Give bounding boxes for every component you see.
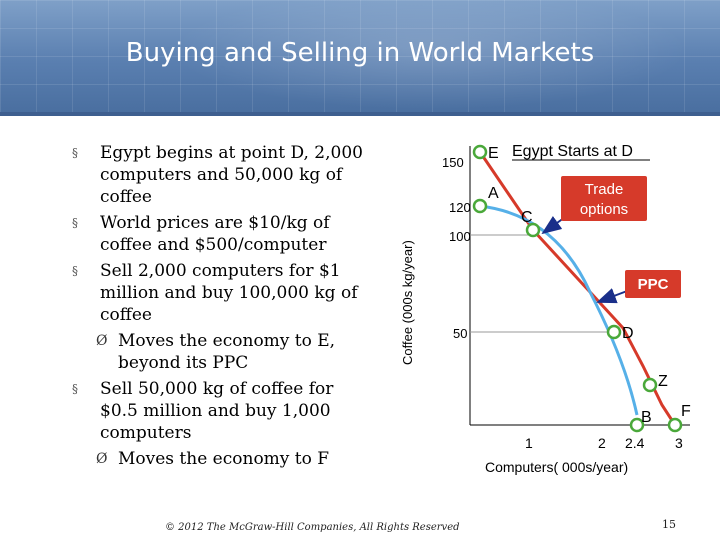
point-a-label: A — [488, 185, 499, 202]
x-tick-label: 3 — [675, 435, 683, 451]
bullet-marker: § — [72, 216, 78, 230]
bullet-item: § World prices are $10/kg of coffee and $… — [66, 212, 376, 256]
y-axis-label: Coffee (000s kg/year) — [400, 240, 415, 365]
point-b-marker — [629, 417, 645, 433]
y-tick-label: 150 — [442, 155, 464, 170]
ppc-label-box — [625, 270, 681, 298]
sub-bullet-item: Ø Moves the economy to F — [66, 448, 376, 470]
trade-options-box — [561, 176, 647, 221]
sub-bullet-text: Moves the economy to E, beyond its PPC — [118, 331, 336, 373]
sub-bullet-marker: Ø — [96, 333, 108, 349]
y-tick-label: 100 — [449, 229, 471, 244]
bullet-item: § Egypt begins at point D, 2,000 computer… — [66, 142, 376, 208]
point-b-label: B — [641, 409, 652, 426]
bullet-item: § Sell 50,000 kg of coffee for $0.5 milli… — [66, 378, 376, 444]
bullet-item: § Sell 2,000 computers for $1 million and… — [66, 260, 376, 326]
point-c-label: C — [521, 209, 533, 226]
point-z-marker — [642, 377, 658, 393]
page-number: 15 — [662, 518, 676, 531]
point-d-label: D — [622, 325, 634, 342]
diagram-heading: Egypt Starts at D — [512, 143, 633, 160]
point-z-label: Z — [658, 373, 668, 390]
header-divider — [0, 112, 720, 116]
y-tick-label: 120 — [449, 200, 471, 215]
bullet-marker: § — [72, 146, 78, 160]
point-f-marker — [667, 417, 683, 433]
y-tick-label: 50 — [453, 326, 467, 341]
header-globe-decoration — [170, 0, 690, 110]
x-tick-label: 2 — [598, 435, 606, 451]
x-tick-label: 2.4 — [625, 435, 645, 451]
bullet-marker: § — [72, 382, 78, 396]
point-e-marker — [472, 144, 488, 160]
sub-bullet-text: Moves the economy to F — [118, 449, 330, 469]
ppc-diagram: Coffee (000s kg/year) Egypt Starts at D … — [400, 143, 691, 475]
bullet-list: § Egypt begins at point D, 2,000 computer… — [66, 142, 376, 474]
slide-header: Buying and Selling in World Markets — [0, 0, 720, 112]
ppc-curve — [479, 204, 639, 416]
sub-bullet-marker: Ø — [96, 451, 108, 467]
point-d-marker — [606, 324, 622, 340]
point-f-label: F — [681, 403, 691, 420]
trade-options-label-line2: options — [580, 201, 628, 218]
x-axis-label: Computers( 000s/year) — [485, 459, 628, 475]
point-c-marker — [525, 222, 541, 238]
bullet-marker: § — [72, 264, 78, 278]
bullet-text: World prices are $10/kg of coffee and $5… — [100, 213, 330, 255]
ppc-label: PPC — [638, 276, 669, 293]
bullet-text: Sell 2,000 computers for $1 million and … — [100, 261, 358, 325]
trade-options-label-line1: Trade — [585, 181, 624, 198]
point-e-label: E — [488, 145, 499, 162]
point-a-marker — [472, 198, 488, 214]
x-tick-label: 1 — [525, 435, 533, 451]
header-grid — [0, 0, 720, 112]
copyright-footer: © 2012 The McGraw-Hill Companies, All Ri… — [165, 522, 460, 533]
slide-title: Buying and Selling in World Markets — [125, 38, 595, 68]
bullet-text: Sell 50,000 kg of coffee for $0.5 millio… — [100, 379, 334, 443]
sub-bullet-item: Ø Moves the economy to E, beyond its PPC — [66, 330, 376, 374]
bullet-text: Egypt begins at point D, 2,000 computers… — [100, 143, 363, 207]
